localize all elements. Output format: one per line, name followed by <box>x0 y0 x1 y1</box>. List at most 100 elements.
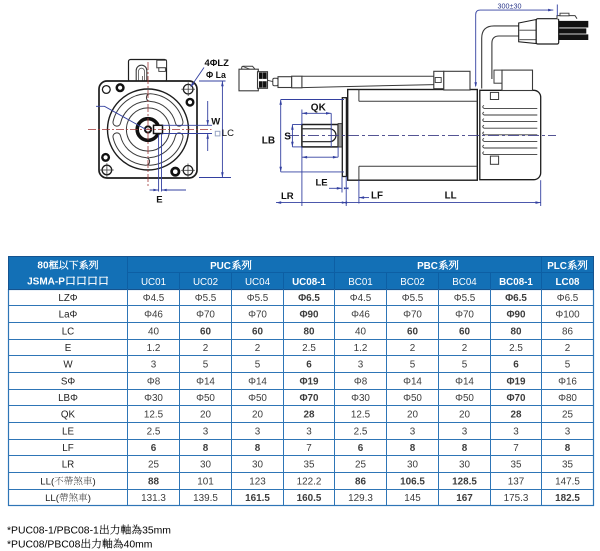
svg-text:8: 8 <box>565 443 571 454</box>
svg-text:Φ70: Φ70 <box>506 393 526 404</box>
svg-text:JSMA-P: JSMA-P <box>27 277 65 288</box>
svg-text:167: 167 <box>456 493 473 504</box>
svg-text:3: 3 <box>565 426 571 437</box>
svg-text:7: 7 <box>306 443 312 454</box>
svg-text:Φ50: Φ50 <box>455 393 474 404</box>
svg-text:BC08-1: BC08-1 <box>499 277 533 288</box>
svg-text:182.5: 182.5 <box>555 493 580 504</box>
svg-text:LE: LE <box>62 426 74 437</box>
svg-text:E: E <box>156 195 162 206</box>
svg-text:Φ70: Φ70 <box>248 309 267 320</box>
svg-text:5: 5 <box>203 359 209 370</box>
svg-text:3: 3 <box>255 426 261 437</box>
svg-text:131.3: 131.3 <box>141 493 166 504</box>
svg-text:175.3: 175.3 <box>504 493 529 504</box>
svg-text:PUC: PUC <box>210 261 231 272</box>
svg-text:8: 8 <box>410 443 416 454</box>
svg-text:86: 86 <box>355 476 366 487</box>
svg-text:Φ100: Φ100 <box>555 309 580 320</box>
svg-text:12.5: 12.5 <box>144 409 164 420</box>
svg-text:LR: LR <box>62 459 75 470</box>
svg-text:3: 3 <box>462 426 468 437</box>
svg-text:BC04: BC04 <box>452 277 477 288</box>
svg-text:Φ90: Φ90 <box>299 309 319 320</box>
svg-text:25: 25 <box>562 409 573 420</box>
svg-text:Φ14: Φ14 <box>248 376 267 387</box>
svg-text:UC08-1: UC08-1 <box>292 277 326 288</box>
svg-text:6: 6 <box>306 359 312 370</box>
svg-text:12.5: 12.5 <box>351 409 371 420</box>
svg-text:80: 80 <box>511 326 522 337</box>
svg-text:Φ8: Φ8 <box>354 376 368 387</box>
svg-text:): ) <box>88 493 91 504</box>
svg-text:LF: LF <box>371 190 383 201</box>
svg-text:BC02: BC02 <box>400 277 425 288</box>
svg-text:*PUC08/PBC08: *PUC08/PBC08 <box>7 540 81 551</box>
svg-text:122.2: 122.2 <box>297 476 322 487</box>
svg-text:LE: LE <box>315 177 327 188</box>
svg-text:3: 3 <box>151 359 157 370</box>
svg-text:QK: QK <box>311 103 327 114</box>
svg-text:LC08: LC08 <box>556 277 581 288</box>
svg-text:80: 80 <box>37 261 49 272</box>
svg-text:UC02: UC02 <box>193 277 218 288</box>
svg-text:2: 2 <box>565 343 571 354</box>
svg-text:147.5: 147.5 <box>555 476 580 487</box>
svg-text:Φ5.5: Φ5.5 <box>402 293 424 304</box>
svg-text:20: 20 <box>407 409 418 420</box>
svg-text:2: 2 <box>410 343 416 354</box>
svg-text:UC01: UC01 <box>141 277 166 288</box>
svg-text:60: 60 <box>407 326 418 337</box>
svg-text:8: 8 <box>255 443 261 454</box>
svg-text:25: 25 <box>355 459 366 470</box>
svg-text:2.5: 2.5 <box>354 426 368 437</box>
svg-text:Φ8: Φ8 <box>147 376 161 387</box>
svg-text:5: 5 <box>565 359 571 370</box>
svg-text:Φ46: Φ46 <box>144 309 163 320</box>
svg-text:35: 35 <box>511 459 522 470</box>
svg-text:LC: LC <box>222 128 234 139</box>
svg-text:3: 3 <box>513 426 519 437</box>
svg-text:160.5: 160.5 <box>297 493 322 504</box>
svg-text:PBC: PBC <box>417 261 438 272</box>
svg-text:LL(: LL( <box>40 476 55 487</box>
svg-text:128.5: 128.5 <box>452 476 477 487</box>
svg-text:5: 5 <box>410 359 416 370</box>
svg-text:Φ50: Φ50 <box>196 393 215 404</box>
svg-text:Φ5.5: Φ5.5 <box>195 293 217 304</box>
svg-text:8: 8 <box>203 443 209 454</box>
svg-text:30: 30 <box>200 459 211 470</box>
svg-text:W: W <box>63 359 73 370</box>
svg-text:5: 5 <box>462 359 468 370</box>
svg-text:Φ50: Φ50 <box>248 393 267 404</box>
svg-text:3: 3 <box>306 426 312 437</box>
svg-text:Φ19: Φ19 <box>506 376 526 387</box>
svg-text:30: 30 <box>252 459 263 470</box>
svg-text:Φ5.5: Φ5.5 <box>454 293 476 304</box>
svg-text:Φ6.5: Φ6.5 <box>298 293 320 304</box>
svg-text:40: 40 <box>148 326 159 337</box>
svg-text:6: 6 <box>358 443 364 454</box>
svg-text:1.2: 1.2 <box>147 343 161 354</box>
svg-text:3: 3 <box>358 359 364 370</box>
svg-text:Φ50: Φ50 <box>403 393 422 404</box>
svg-text:Φ4.5: Φ4.5 <box>350 293 372 304</box>
svg-text:LR: LR <box>281 191 294 202</box>
svg-text:4ΦLZ: 4ΦLZ <box>205 57 230 68</box>
svg-text:S: S <box>284 132 291 143</box>
svg-text:Φ70: Φ70 <box>196 309 215 320</box>
svg-text:Φ16: Φ16 <box>558 376 577 387</box>
svg-text:LF: LF <box>62 443 73 454</box>
svg-text:60: 60 <box>200 326 211 337</box>
svg-text:SΦ: SΦ <box>61 376 76 387</box>
svg-text:20: 20 <box>459 409 470 420</box>
svg-text:86: 86 <box>562 326 573 337</box>
svg-text:35: 35 <box>562 459 573 470</box>
svg-text:40: 40 <box>355 326 366 337</box>
svg-text:20: 20 <box>200 409 211 420</box>
svg-text:30: 30 <box>459 459 470 470</box>
svg-text:Φ70: Φ70 <box>455 309 474 320</box>
svg-text:LC: LC <box>62 326 75 337</box>
svg-text:60: 60 <box>459 326 470 337</box>
svg-text:LL: LL <box>445 191 457 202</box>
